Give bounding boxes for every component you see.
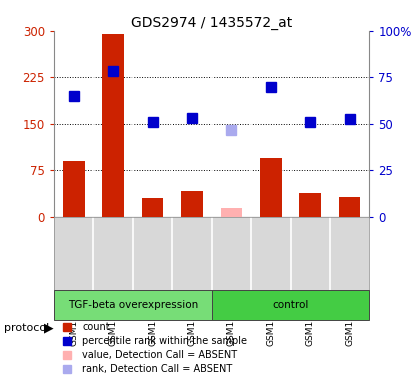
Bar (54, 290, 212, 320)
Text: percentile rank within the sample: percentile rank within the sample (82, 336, 247, 346)
Text: TGF-beta overexpression: TGF-beta overexpression (68, 300, 198, 310)
Bar (102, 34, 124, 217)
Bar (339, 197, 361, 217)
Bar (63, 161, 85, 217)
Title: GDS2974 / 1435572_at: GDS2974 / 1435572_at (131, 16, 292, 30)
Text: ▶: ▶ (44, 322, 53, 335)
Bar (220, 207, 242, 217)
Bar (142, 198, 164, 217)
Bar (181, 191, 203, 217)
Text: control: control (272, 300, 309, 310)
Bar (299, 193, 321, 217)
Text: value, Detection Call = ABSENT: value, Detection Call = ABSENT (82, 350, 237, 360)
Bar (260, 158, 282, 217)
Bar (212, 290, 369, 320)
Text: rank, Detection Call = ABSENT: rank, Detection Call = ABSENT (82, 364, 232, 374)
Text: protocol: protocol (4, 323, 49, 333)
Text: count: count (82, 322, 110, 332)
